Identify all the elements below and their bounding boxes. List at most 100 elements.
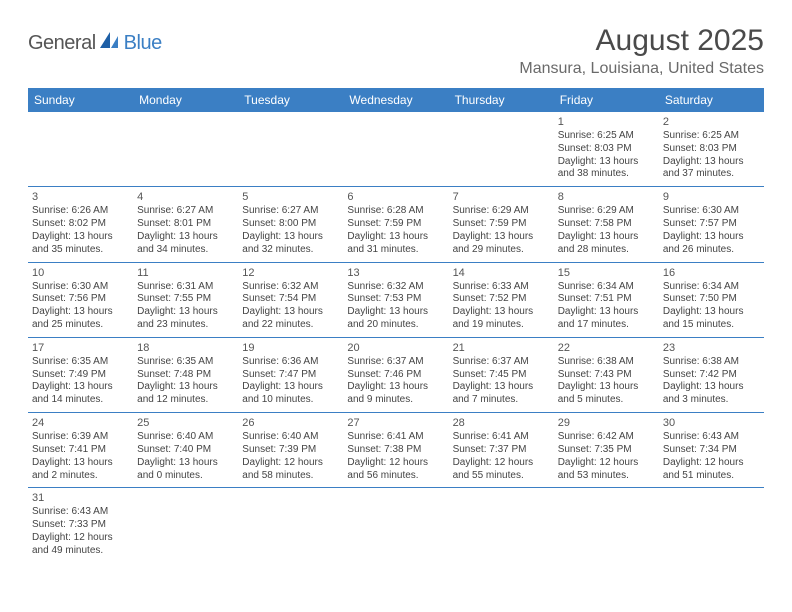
daylight-text-2: and 55 minutes. (453, 470, 550, 483)
calendar-cell: 24Sunrise: 6:39 AMSunset: 7:41 PMDayligh… (28, 413, 133, 487)
day-number: 5 (242, 190, 339, 204)
daylight-text-2: and 53 minutes. (558, 470, 655, 483)
weekday-header: Monday (133, 88, 238, 112)
day-number: 14 (453, 266, 550, 280)
sunrise-text: Sunrise: 6:37 AM (347, 356, 444, 369)
daylight-text: Daylight: 12 hours (453, 457, 550, 470)
calendar-cell (238, 488, 343, 562)
daylight-text-2: and 37 minutes. (663, 168, 760, 181)
calendar-cell: 21Sunrise: 6:37 AMSunset: 7:45 PMDayligh… (449, 338, 554, 412)
daylight-text-2: and 22 minutes. (242, 319, 339, 332)
day-number: 23 (663, 341, 760, 355)
calendar-cell: 28Sunrise: 6:41 AMSunset: 7:37 PMDayligh… (449, 413, 554, 487)
daylight-text: Daylight: 13 hours (32, 457, 129, 470)
day-number: 21 (453, 341, 550, 355)
calendar-cell: 17Sunrise: 6:35 AMSunset: 7:49 PMDayligh… (28, 338, 133, 412)
daylight-text: Daylight: 13 hours (558, 156, 655, 169)
daylight-text: Daylight: 12 hours (663, 457, 760, 470)
weekday-header: Wednesday (343, 88, 448, 112)
sunrise-text: Sunrise: 6:27 AM (242, 205, 339, 218)
sunset-text: Sunset: 7:43 PM (558, 369, 655, 382)
day-number: 10 (32, 266, 129, 280)
day-number: 20 (347, 341, 444, 355)
daylight-text: Daylight: 12 hours (242, 457, 339, 470)
calendar-cell: 6Sunrise: 6:28 AMSunset: 7:59 PMDaylight… (343, 187, 448, 261)
sunset-text: Sunset: 7:35 PM (558, 444, 655, 457)
sunrise-text: Sunrise: 6:30 AM (32, 281, 129, 294)
calendar-cell (343, 488, 448, 562)
sunset-text: Sunset: 7:58 PM (558, 218, 655, 231)
daylight-text-2: and 19 minutes. (453, 319, 550, 332)
sunrise-text: Sunrise: 6:29 AM (453, 205, 550, 218)
day-number: 25 (137, 416, 234, 430)
daylight-text: Daylight: 13 hours (347, 306, 444, 319)
daylight-text-2: and 32 minutes. (242, 244, 339, 257)
daylight-text-2: and 31 minutes. (347, 244, 444, 257)
day-number: 3 (32, 190, 129, 204)
weekday-header: Sunday (28, 88, 133, 112)
day-number: 30 (663, 416, 760, 430)
daylight-text: Daylight: 13 hours (663, 231, 760, 244)
logo-text-blue: Blue (124, 32, 162, 55)
day-number: 18 (137, 341, 234, 355)
sunrise-text: Sunrise: 6:32 AM (242, 281, 339, 294)
calendar-row: 1Sunrise: 6:25 AMSunset: 8:03 PMDaylight… (28, 112, 764, 187)
daylight-text: Daylight: 13 hours (453, 231, 550, 244)
sunset-text: Sunset: 8:02 PM (32, 218, 129, 231)
sunset-text: Sunset: 7:51 PM (558, 293, 655, 306)
sunset-text: Sunset: 8:01 PM (137, 218, 234, 231)
daylight-text-2: and 7 minutes. (453, 394, 550, 407)
sunset-text: Sunset: 7:55 PM (137, 293, 234, 306)
daylight-text-2: and 14 minutes. (32, 394, 129, 407)
day-number: 31 (32, 491, 129, 505)
sunset-text: Sunset: 8:03 PM (558, 143, 655, 156)
sunset-text: Sunset: 7:34 PM (663, 444, 760, 457)
day-number: 29 (558, 416, 655, 430)
sunset-text: Sunset: 7:46 PM (347, 369, 444, 382)
daylight-text: Daylight: 13 hours (242, 306, 339, 319)
day-number: 4 (137, 190, 234, 204)
day-number: 2 (663, 115, 760, 129)
daylight-text-2: and 12 minutes. (137, 394, 234, 407)
calendar-cell: 9Sunrise: 6:30 AMSunset: 7:57 PMDaylight… (659, 187, 764, 261)
daylight-text: Daylight: 13 hours (137, 306, 234, 319)
daylight-text-2: and 25 minutes. (32, 319, 129, 332)
sunset-text: Sunset: 7:54 PM (242, 293, 339, 306)
sunrise-text: Sunrise: 6:37 AM (453, 356, 550, 369)
calendar-cell: 10Sunrise: 6:30 AMSunset: 7:56 PMDayligh… (28, 263, 133, 337)
daylight-text-2: and 5 minutes. (558, 394, 655, 407)
daylight-text-2: and 26 minutes. (663, 244, 760, 257)
sunset-text: Sunset: 7:49 PM (32, 369, 129, 382)
calendar-header-row: Sunday Monday Tuesday Wednesday Thursday… (28, 88, 764, 112)
sunset-text: Sunset: 7:42 PM (663, 369, 760, 382)
day-number: 24 (32, 416, 129, 430)
calendar-row: 31Sunrise: 6:43 AMSunset: 7:33 PMDayligh… (28, 488, 764, 562)
day-number: 28 (453, 416, 550, 430)
daylight-text: Daylight: 13 hours (558, 381, 655, 394)
sunset-text: Sunset: 7:41 PM (32, 444, 129, 457)
sunrise-text: Sunrise: 6:34 AM (558, 281, 655, 294)
daylight-text-2: and 23 minutes. (137, 319, 234, 332)
calendar-cell: 11Sunrise: 6:31 AMSunset: 7:55 PMDayligh… (133, 263, 238, 337)
daylight-text-2: and 56 minutes. (347, 470, 444, 483)
daylight-text: Daylight: 13 hours (137, 381, 234, 394)
daylight-text: Daylight: 13 hours (242, 381, 339, 394)
weekday-header: Thursday (449, 88, 554, 112)
sunrise-text: Sunrise: 6:28 AM (347, 205, 444, 218)
sunrise-text: Sunrise: 6:31 AM (137, 281, 234, 294)
day-number: 22 (558, 341, 655, 355)
sunset-text: Sunset: 8:00 PM (242, 218, 339, 231)
sunset-text: Sunset: 7:48 PM (137, 369, 234, 382)
daylight-text: Daylight: 13 hours (32, 306, 129, 319)
calendar-cell: 14Sunrise: 6:33 AMSunset: 7:52 PMDayligh… (449, 263, 554, 337)
daylight-text: Daylight: 13 hours (32, 381, 129, 394)
calendar-row: 10Sunrise: 6:30 AMSunset: 7:56 PMDayligh… (28, 263, 764, 338)
calendar-cell (554, 488, 659, 562)
calendar-cell: 26Sunrise: 6:40 AMSunset: 7:39 PMDayligh… (238, 413, 343, 487)
sunset-text: Sunset: 7:59 PM (453, 218, 550, 231)
sunset-text: Sunset: 7:38 PM (347, 444, 444, 457)
day-number: 17 (32, 341, 129, 355)
sunset-text: Sunset: 7:59 PM (347, 218, 444, 231)
day-number: 19 (242, 341, 339, 355)
sunrise-text: Sunrise: 6:29 AM (558, 205, 655, 218)
